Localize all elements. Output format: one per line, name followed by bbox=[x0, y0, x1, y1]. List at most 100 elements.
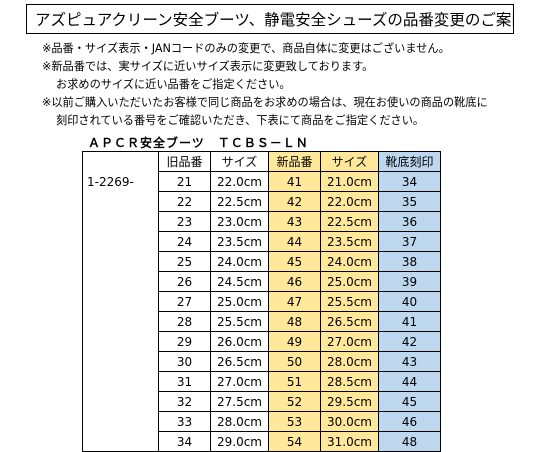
cell-old-number: 34 bbox=[158, 431, 211, 452]
cell-old-number: 27 bbox=[158, 291, 211, 312]
cell-old-number: 26 bbox=[158, 271, 211, 292]
product-subtitle: ＡＰＣＲ安全ブーツ ＴＣＢＳ－ＬＮ bbox=[88, 136, 309, 150]
cell-new-number: 51 bbox=[268, 371, 321, 392]
cell-code bbox=[82, 251, 159, 272]
cell-old-number: 21 bbox=[158, 171, 211, 192]
cell-new-size: 25.5cm bbox=[320, 291, 379, 312]
cell-code bbox=[82, 371, 159, 392]
cell-old-number: 22 bbox=[158, 191, 211, 212]
cell-sole-stamp: 34 bbox=[378, 171, 441, 192]
cell-code bbox=[82, 191, 159, 212]
header-old-number: 旧品番 bbox=[158, 151, 211, 172]
cell-sole-stamp: 44 bbox=[378, 371, 441, 392]
table-row: 24 23.5cm 44 23.5cm 37 bbox=[82, 231, 441, 252]
cell-old-size: 26.5cm bbox=[210, 351, 269, 372]
header-old-size: サイズ bbox=[210, 151, 269, 172]
header-new-number: 新品番 bbox=[268, 151, 321, 172]
cell-old-number: 23 bbox=[158, 211, 211, 232]
table-row: 34 29.0cm 54 31.0cm 48 bbox=[82, 431, 441, 452]
cell-old-number: 30 bbox=[158, 351, 211, 372]
cell-old-number: 25 bbox=[158, 251, 211, 272]
cell-new-number: 43 bbox=[268, 211, 321, 232]
cell-new-number: 54 bbox=[268, 431, 321, 452]
cell-sole-stamp: 39 bbox=[378, 271, 441, 292]
table-row: 23 23.0cm 43 22.5cm 36 bbox=[82, 211, 441, 232]
table-row: 22 22.5cm 42 22.0cm 35 bbox=[82, 191, 441, 212]
cell-new-number: 48 bbox=[268, 311, 321, 332]
cell-old-size: 25.0cm bbox=[210, 291, 269, 312]
cell-old-size: 27.0cm bbox=[210, 371, 269, 392]
cell-code bbox=[82, 231, 159, 252]
cell-new-size: 27.0cm bbox=[320, 331, 379, 352]
cell-new-size: 29.5cm bbox=[320, 391, 379, 412]
cell-new-number: 52 bbox=[268, 391, 321, 412]
notes: ※品番・サイズ表示・JANコードのみの変更で、商品自体に変更はございません。 ※… bbox=[42, 40, 532, 130]
table-row: 27 25.0cm 47 25.5cm 40 bbox=[82, 291, 441, 312]
cell-code bbox=[82, 211, 159, 232]
cell-sole-stamp: 35 bbox=[378, 191, 441, 212]
cell-new-size: 31.0cm bbox=[320, 431, 379, 452]
cell-new-number: 44 bbox=[268, 231, 321, 252]
cell-new-size: 22.0cm bbox=[320, 191, 379, 212]
table-row: 29 26.0cm 49 27.0cm 42 bbox=[82, 331, 441, 352]
table-row: 31 27.0cm 51 28.5cm 44 bbox=[82, 371, 441, 392]
table-row: 28 25.5cm 48 26.5cm 41 bbox=[82, 311, 441, 332]
cell-old-size: 26.0cm bbox=[210, 331, 269, 352]
header-new-size: サイズ bbox=[320, 151, 379, 172]
cell-old-number: 33 bbox=[158, 411, 211, 432]
cell-new-number: 41 bbox=[268, 171, 321, 192]
cell-new-number: 50 bbox=[268, 351, 321, 372]
header-sole-stamp: 靴底刻印 bbox=[378, 151, 441, 172]
cell-new-number: 46 bbox=[268, 271, 321, 292]
cell-new-number: 47 bbox=[268, 291, 321, 312]
table-row: 33 28.0cm 53 30.0cm 46 bbox=[82, 411, 441, 432]
cell-new-number: 53 bbox=[268, 411, 321, 432]
cell-code bbox=[82, 431, 159, 452]
table-row: 26 24.5cm 46 25.0cm 39 bbox=[82, 271, 441, 292]
cell-old-size: 24.0cm bbox=[210, 251, 269, 272]
cell-sole-stamp: 48 bbox=[378, 431, 441, 452]
cell-code bbox=[82, 311, 159, 332]
cell-new-size: 28.5cm bbox=[320, 371, 379, 392]
cell-code bbox=[82, 411, 159, 432]
cell-new-number: 49 bbox=[268, 331, 321, 352]
cell-code bbox=[82, 351, 159, 372]
cell-old-number: 29 bbox=[158, 331, 211, 352]
table-row: 25 24.0cm 45 24.0cm 38 bbox=[82, 251, 441, 272]
cell-old-size: 28.0cm bbox=[210, 411, 269, 432]
cell-code bbox=[82, 271, 159, 292]
cell-new-size: 26.5cm bbox=[320, 311, 379, 332]
cell-sole-stamp: 41 bbox=[378, 311, 441, 332]
cell-old-number: 28 bbox=[158, 311, 211, 332]
cell-code bbox=[82, 291, 159, 312]
cell-new-number: 45 bbox=[268, 251, 321, 272]
note-line: ※以前ご購入いただいたお客様で同じ商品をお求めの場合は、現在お使いの商品の靴底に bbox=[42, 96, 488, 109]
cell-new-size: 28.0cm bbox=[320, 351, 379, 372]
cell-new-size: 22.5cm bbox=[320, 211, 379, 232]
note-line: お求めのサイズに近い品番をご指定ください。 bbox=[56, 78, 291, 91]
cell-code bbox=[82, 331, 159, 352]
page-title-text: アズピュアクリーン安全ブーツ、静電安全シューズの品番変更のご案内 bbox=[35, 11, 514, 29]
cell-sole-stamp: 43 bbox=[378, 351, 441, 372]
cell-new-number: 42 bbox=[268, 191, 321, 212]
cell-sole-stamp: 45 bbox=[378, 391, 441, 412]
cell-code: 1-2269- bbox=[82, 171, 159, 192]
cell-sole-stamp: 36 bbox=[378, 211, 441, 232]
size-conversion-table: 旧品番 サイズ 新品番 サイズ 靴底刻印 1-2269- 21 22.0cm 41 21… bbox=[82, 151, 441, 452]
cell-new-size: 25.0cm bbox=[320, 271, 379, 292]
cell-new-size: 30.0cm bbox=[320, 411, 379, 432]
cell-old-size: 27.5cm bbox=[210, 391, 269, 412]
cell-old-size: 23.0cm bbox=[210, 211, 269, 232]
cell-sole-stamp: 40 bbox=[378, 291, 441, 312]
note-line: ※品番・サイズ表示・JANコードのみの変更で、商品自体に変更はございません。 bbox=[42, 42, 450, 55]
cell-new-size: 23.5cm bbox=[320, 231, 379, 252]
cell-old-size: 22.0cm bbox=[210, 171, 269, 192]
cell-sole-stamp: 46 bbox=[378, 411, 441, 432]
cell-sole-stamp: 37 bbox=[378, 231, 441, 252]
cell-old-size: 22.5cm bbox=[210, 191, 269, 212]
cell-sole-stamp: 42 bbox=[378, 331, 441, 352]
cell-new-size: 24.0cm bbox=[320, 251, 379, 272]
cell-old-size: 24.5cm bbox=[210, 271, 269, 292]
cell-new-size: 21.0cm bbox=[320, 171, 379, 192]
note-line: ※新品番では、実サイズに近いサイズ表示に変更致しております。 bbox=[42, 60, 374, 73]
